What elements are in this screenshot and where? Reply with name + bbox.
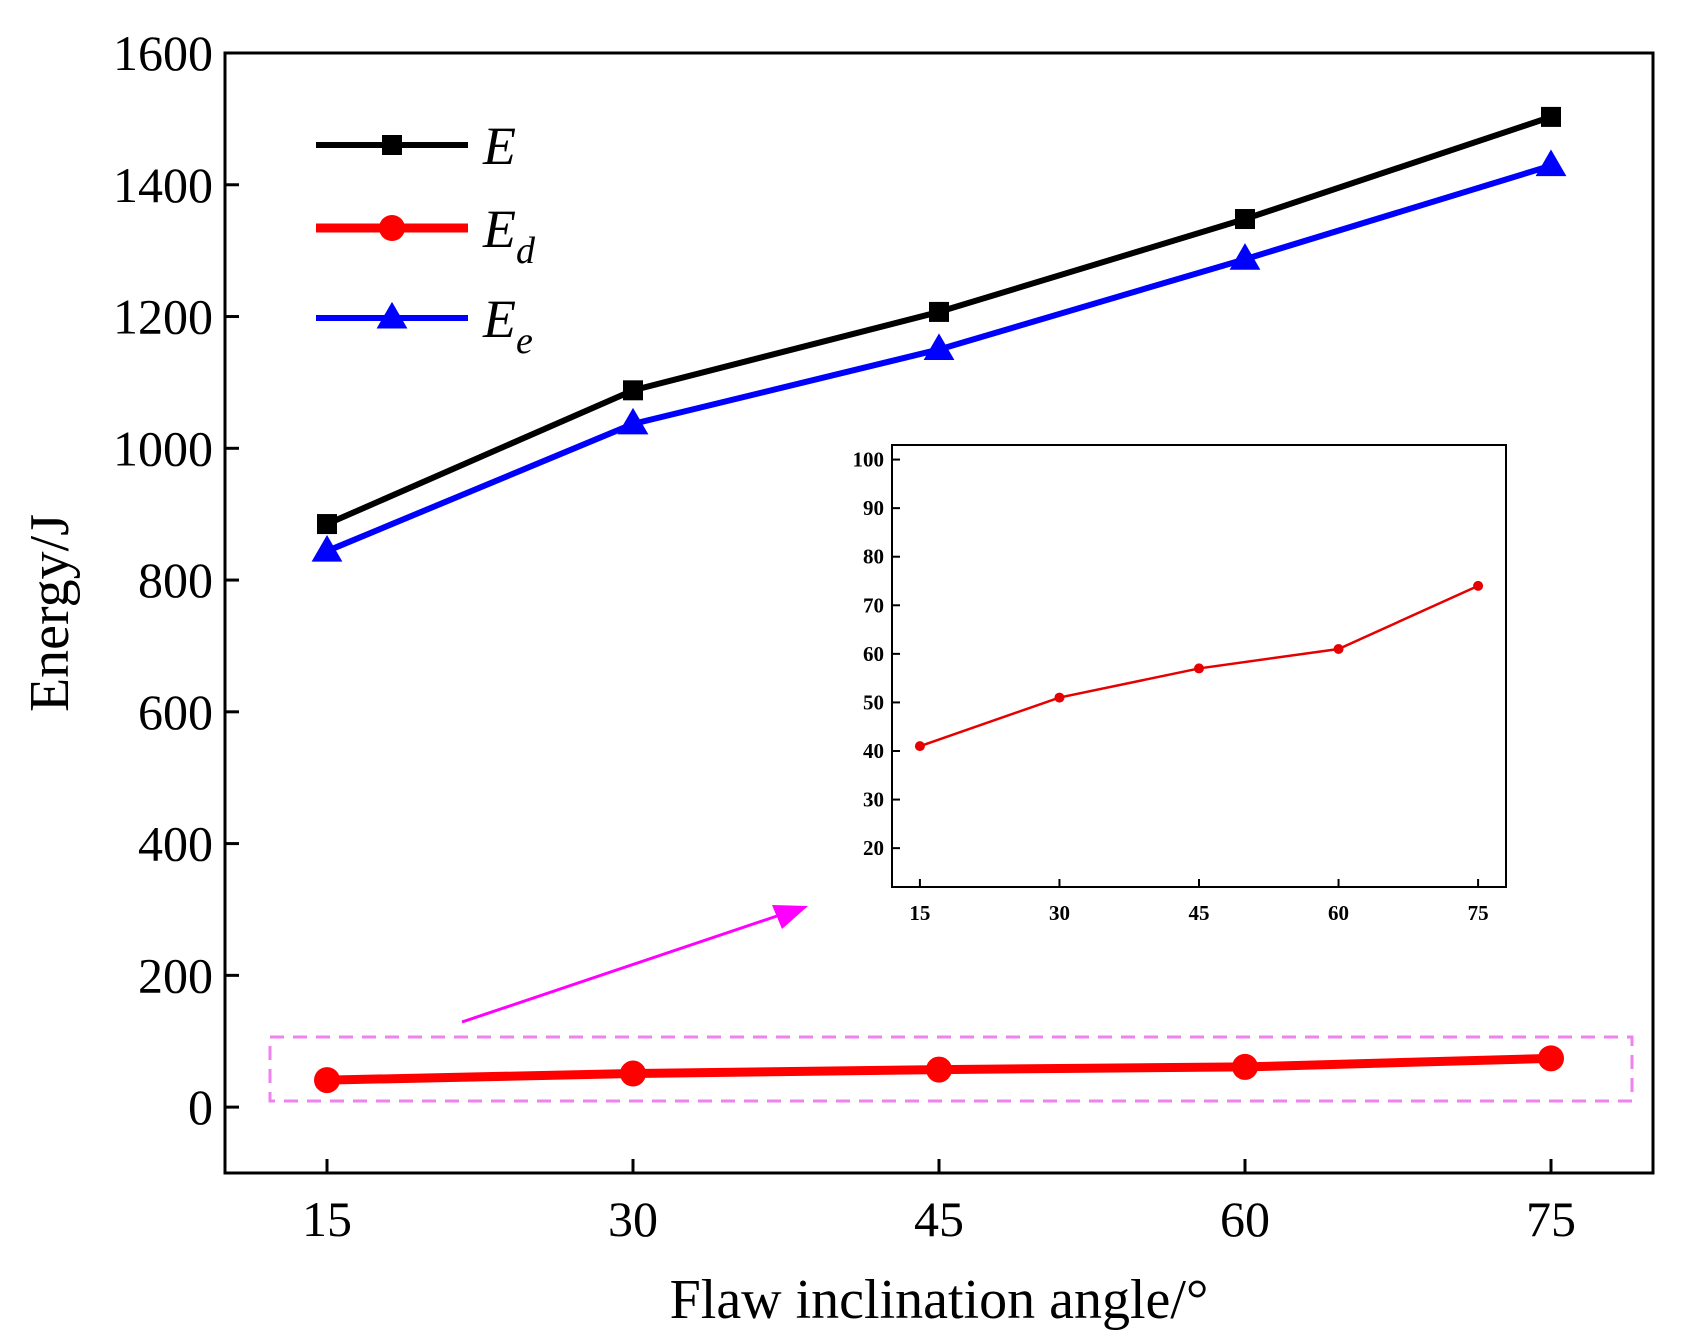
data-point-Ee	[923, 333, 955, 360]
legend: E Ed Ee	[316, 116, 536, 362]
legend-marker-Ed	[379, 215, 405, 241]
x-axis-title: Flaw inclination angle/°	[670, 1269, 1209, 1331]
zoom-arrow-head	[772, 905, 808, 929]
inset-x-tick-label: 60	[1328, 901, 1349, 925]
inset-y-tick-label: 50	[863, 690, 884, 714]
zoom-arrow-shaft	[461, 913, 781, 1024]
data-point-E	[317, 514, 337, 535]
main-y-tick-label: 600	[138, 684, 213, 740]
main-series-layer	[311, 106, 1567, 1094]
legend-marker-Ee	[376, 301, 408, 329]
inset-x-tick-labels: 15 30 45 60 75	[909, 901, 1488, 925]
data-point-E	[1541, 106, 1561, 127]
series-Ed	[314, 1045, 1564, 1094]
main-x-tick-label: 60	[1220, 1191, 1270, 1247]
main-highlight-layer	[268, 905, 1634, 1103]
inset-y-tick-label: 20	[863, 836, 884, 860]
legend-label-E: E	[482, 116, 516, 176]
data-point-Ee	[1535, 149, 1567, 177]
series-Ee	[311, 149, 1567, 562]
data-point-E	[929, 301, 949, 322]
legend-entry-E: E	[316, 116, 516, 176]
data-point-Ee	[617, 407, 649, 435]
main-plot: 0 200 400 600 800 1000 1200 1400 1600 15 30 45 60 75…	[19, 25, 1655, 1331]
inset-tick-marks	[892, 458, 1480, 887]
inset-data-point-Ed	[1473, 580, 1484, 591]
legend-label-Ee: Ee	[482, 289, 533, 362]
series-E	[317, 106, 1561, 535]
legend-entry-Ed: Ed	[316, 199, 536, 272]
data-point-Ed	[620, 1060, 646, 1087]
legend-label-Ed: Ed	[482, 199, 536, 272]
inset-y-tick-label: 70	[863, 593, 884, 617]
main-y-tick-label: 800	[138, 552, 213, 608]
main-y-tick-label: 0	[188, 1079, 213, 1135]
zoom-highlight-box	[268, 1035, 1634, 1103]
legend-marker-E	[382, 135, 402, 155]
inset-y-tick-labels: 20 30 40 50 60 70 80 90 100	[853, 448, 885, 861]
inset-x-tick-label: 75	[1468, 901, 1489, 925]
main-y-tick-labels: 0 200 400 600 800 1000 1200 1400 1600	[113, 25, 213, 1135]
main-y-tick-label: 1000	[113, 420, 213, 476]
main-x-tick-label: 45	[914, 1191, 964, 1247]
inset-y-tick-label: 80	[863, 545, 884, 569]
main-y-tick-label: 200	[138, 947, 213, 1003]
main-x-tick-label: 15	[302, 1191, 352, 1247]
data-point-Ed	[1538, 1045, 1564, 1072]
inset-y-tick-label: 60	[863, 642, 884, 666]
inset-y-tick-label: 30	[863, 788, 884, 812]
inset-series-layer	[914, 580, 1484, 752]
main-y-tick-label: 1600	[113, 25, 213, 81]
inset-x-tick-label: 15	[909, 901, 930, 925]
inset-y-tick-label: 40	[863, 739, 884, 763]
main-y-tick-label: 400	[138, 816, 213, 872]
main-x-tick-label: 30	[608, 1191, 658, 1247]
inset-y-tick-label: 90	[863, 496, 884, 520]
data-point-Ee	[1229, 243, 1261, 270]
data-point-Ee	[311, 534, 343, 562]
y-axis-title: Energy/J	[19, 514, 81, 712]
inset-data-point-Ed	[1333, 644, 1344, 654]
inset-x-tick-label: 30	[1049, 901, 1070, 925]
legend-entry-Ee: Ee	[316, 289, 533, 362]
data-point-E	[1235, 209, 1255, 230]
inset-y-tick-label: 100	[853, 448, 885, 472]
data-point-Ed	[314, 1067, 340, 1094]
inset-data-point-Ed	[914, 741, 925, 752]
inset-data-point-Ed	[1194, 663, 1204, 674]
inset-plot: 20 30 40 50 60 70 80 90 100 15 30 45 60 75	[853, 444, 1507, 925]
main-y-tick-label: 1200	[113, 289, 213, 345]
inset-data-point-Ed	[1054, 692, 1065, 703]
data-point-Ed	[1232, 1053, 1258, 1080]
data-point-E	[623, 380, 643, 401]
main-tick-marks	[225, 51, 1553, 1173]
inset-series-Ed	[914, 580, 1484, 752]
inset-x-tick-label: 45	[1189, 901, 1210, 925]
main-x-tick-label: 75	[1526, 1191, 1576, 1247]
main-x-tick-labels: 15 30 45 60 75	[302, 1191, 1576, 1247]
main-y-tick-label: 1400	[113, 157, 213, 213]
data-point-Ed	[926, 1056, 952, 1083]
